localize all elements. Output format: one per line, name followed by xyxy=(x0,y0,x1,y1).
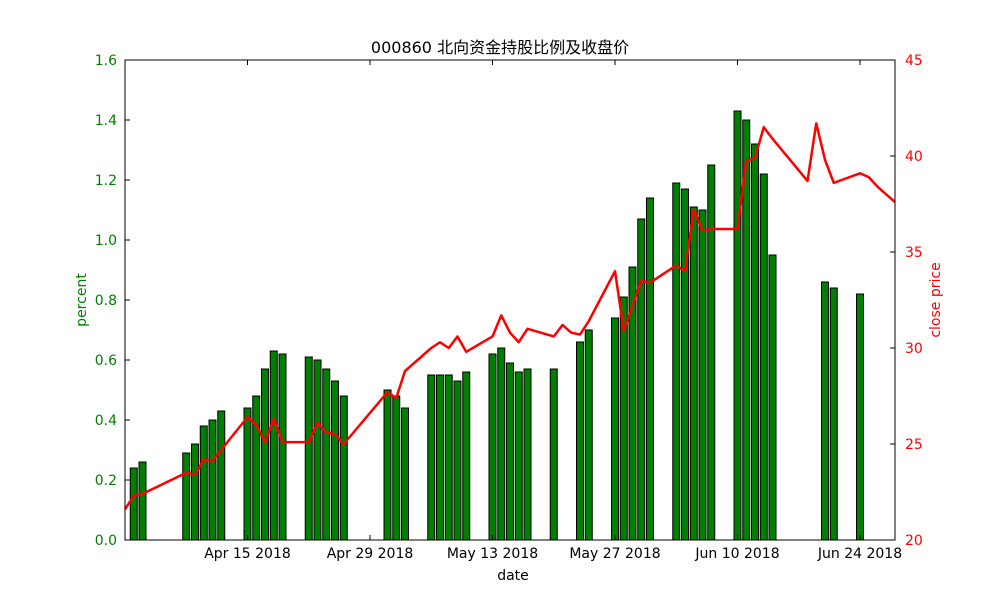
bar xyxy=(392,395,401,541)
y-axis-label-left: percent xyxy=(74,273,90,327)
bar xyxy=(427,374,436,541)
bar xyxy=(689,206,698,541)
bar xyxy=(514,371,523,541)
left-tick-label: 0.4 xyxy=(95,413,117,429)
bar xyxy=(681,188,689,541)
left-tick-label: 0.2 xyxy=(95,473,117,489)
y-axis-label-right: close price xyxy=(928,262,944,337)
bar xyxy=(821,281,829,541)
bar xyxy=(217,410,226,541)
bar xyxy=(856,293,864,541)
close-price-line xyxy=(123,122,896,510)
bar xyxy=(383,389,392,541)
left-tick-label: 1.6 xyxy=(95,53,117,69)
bar xyxy=(646,197,654,541)
right-axis: 20 25 30 35 40 45 xyxy=(890,53,923,549)
left-tick-label: 0.6 xyxy=(95,353,117,369)
chart-title: 000860 北向资金持股比例及收盘价 xyxy=(371,38,629,57)
bar xyxy=(506,362,514,541)
bar xyxy=(269,350,278,541)
bar xyxy=(698,209,707,541)
x-tick-label: May 27 2018 xyxy=(569,546,660,562)
x-tick-label: Jun 24 2018 xyxy=(817,546,902,562)
right-tick-label: 20 xyxy=(905,533,923,549)
bar xyxy=(497,347,506,541)
bar xyxy=(584,329,593,541)
bar xyxy=(252,395,261,541)
left-axis: 0.0 0.2 0.4 0.6 0.8 1.0 1.2 1.4 1.6 xyxy=(95,53,130,549)
right-tick-label: 45 xyxy=(905,53,923,69)
bar xyxy=(576,341,584,541)
bar xyxy=(322,368,331,541)
bar xyxy=(751,143,759,541)
x-tick-label: May 13 2018 xyxy=(447,546,538,562)
bar xyxy=(733,110,742,541)
bar xyxy=(462,371,471,541)
bar xyxy=(243,407,252,541)
bar xyxy=(488,353,497,541)
right-tick-label: 35 xyxy=(905,245,923,261)
bar xyxy=(401,407,409,541)
x-tick-label: Apr 15 2018 xyxy=(204,546,291,562)
bar xyxy=(523,368,532,541)
bar xyxy=(129,467,138,541)
x-axis-label: date xyxy=(497,568,529,584)
right-tick-label: 40 xyxy=(905,149,923,165)
bar xyxy=(444,374,453,541)
bar xyxy=(331,380,339,541)
bar xyxy=(549,368,558,541)
bar xyxy=(313,359,322,541)
bar xyxy=(138,461,147,541)
bar xyxy=(453,380,462,541)
bar xyxy=(278,353,287,541)
bar xyxy=(759,173,768,541)
bar xyxy=(707,164,716,541)
bar xyxy=(304,356,313,541)
bar xyxy=(829,287,838,541)
x-tick-label: Apr 29 2018 xyxy=(327,546,414,562)
bar xyxy=(191,443,199,541)
bar xyxy=(208,419,217,541)
left-tick-label: 1.4 xyxy=(95,113,117,129)
bar xyxy=(182,452,191,541)
bar xyxy=(637,218,646,541)
left-tick-label: 1.2 xyxy=(95,173,117,189)
bar xyxy=(339,395,348,541)
line-series xyxy=(123,122,896,510)
bar xyxy=(768,254,777,541)
bar xyxy=(672,182,681,541)
x-axis: Apr 15 2018 Apr 29 2018 May 13 2018 May 27 … xyxy=(204,60,902,562)
right-tick-label: 25 xyxy=(905,437,923,453)
bar xyxy=(261,368,269,541)
bar xyxy=(619,296,628,541)
bar xyxy=(436,374,444,541)
left-tick-label: 0.8 xyxy=(95,293,117,309)
right-tick-label: 30 xyxy=(905,341,923,357)
left-tick-label: 0.0 xyxy=(95,533,117,549)
bar xyxy=(611,317,619,541)
left-tick-label: 1.0 xyxy=(95,233,117,249)
bar xyxy=(199,425,208,541)
x-tick-label: Jun 10 2018 xyxy=(694,546,779,562)
